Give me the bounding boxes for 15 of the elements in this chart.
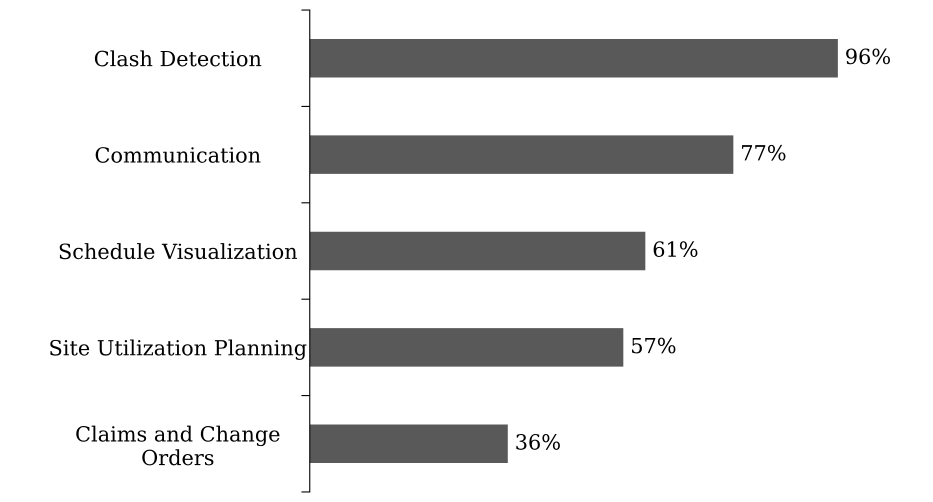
bar — [310, 135, 734, 174]
y-tick-label: Communication — [96, 147, 261, 163]
y-tick-label: Schedule Visualization — [60, 243, 298, 260]
bar — [310, 232, 646, 270]
bar — [310, 328, 624, 367]
y-tick-label: Site Utilization Planning — [50, 339, 306, 360]
y-tick-label: Clash Detection — [94, 50, 262, 66]
data-label: 36% — [516, 434, 560, 450]
data-label: 61% — [654, 241, 698, 258]
bar — [310, 38, 838, 78]
data-label: 57% — [632, 338, 676, 354]
data-label: 77% — [742, 144, 786, 161]
y-tick-label: Claims and Change Orders — [76, 426, 280, 466]
bar — [310, 424, 508, 464]
data-label: 96% — [846, 48, 890, 64]
